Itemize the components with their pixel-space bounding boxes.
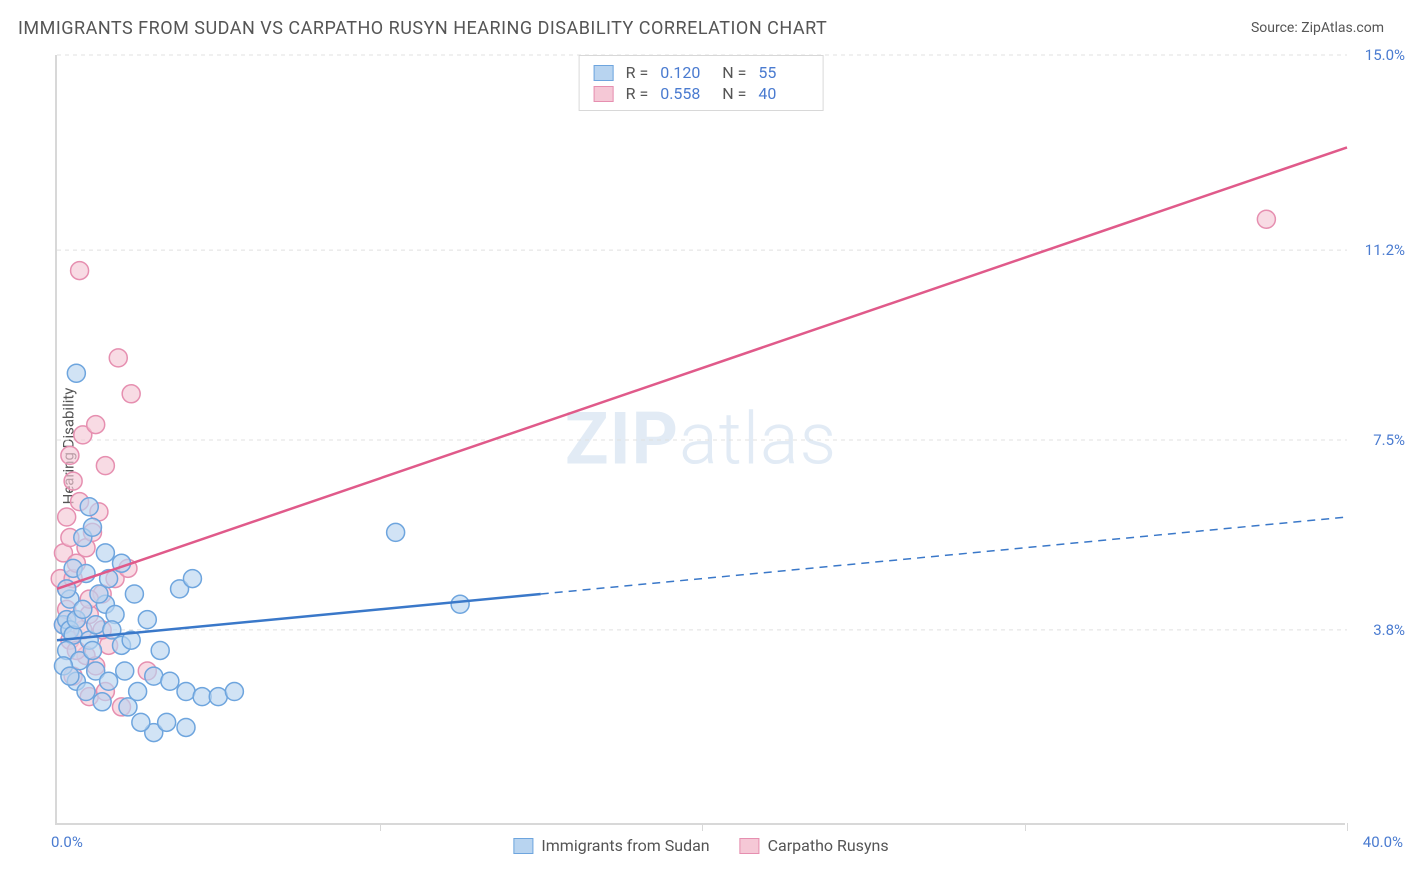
y-tick-label: 3.8% xyxy=(1373,621,1405,639)
swatch-carpatho-icon xyxy=(740,838,760,854)
r-label: R = xyxy=(626,84,649,103)
chart-plot-area: ZIPatlas R = 0.120 N = 55 R = 0.558 N = … xyxy=(55,55,1345,825)
x-tick xyxy=(380,823,381,831)
r-label: R = xyxy=(626,63,649,82)
y-tick-label: 7.5% xyxy=(1373,431,1405,449)
x-tick xyxy=(702,823,703,831)
y-tick-label: 15.0% xyxy=(1365,46,1405,64)
chart-title: IMMIGRANTS FROM SUDAN VS CARPATHO RUSYN … xyxy=(18,18,827,39)
r-value-sudan: 0.120 xyxy=(660,63,710,82)
legend-item-sudan: Immigrants from Sudan xyxy=(513,836,709,855)
x-tick xyxy=(1025,823,1026,831)
swatch-sudan xyxy=(594,65,614,81)
source-credit: Source: ZipAtlas.com xyxy=(1251,20,1384,36)
bottom-legend: Immigrants from Sudan Carpatho Rusyns xyxy=(513,836,888,855)
swatch-sudan-icon xyxy=(513,838,533,854)
scatter-plot-svg xyxy=(57,55,1345,823)
stats-legend-box: R = 0.120 N = 55 R = 0.558 N = 40 xyxy=(579,55,824,111)
n-label: N = xyxy=(722,63,746,82)
n-label: N = xyxy=(722,84,746,103)
legend-label-carpatho: Carpatho Rusyns xyxy=(768,836,889,855)
legend-item-carpatho: Carpatho Rusyns xyxy=(740,836,889,855)
stats-row-carpatho: R = 0.558 N = 40 xyxy=(594,83,809,104)
x-max-label: 40.0% xyxy=(1363,833,1403,851)
n-value-carpatho: 40 xyxy=(758,84,808,103)
x-min-label: 0.0% xyxy=(51,833,83,851)
r-value-carpatho: 0.558 xyxy=(660,84,710,103)
swatch-carpatho xyxy=(594,86,614,102)
stats-row-sudan: R = 0.120 N = 55 xyxy=(594,62,809,83)
y-tick-label: 11.2% xyxy=(1365,241,1405,259)
legend-label-sudan: Immigrants from Sudan xyxy=(541,836,709,855)
n-value-sudan: 55 xyxy=(758,63,808,82)
x-tick xyxy=(1347,823,1348,831)
